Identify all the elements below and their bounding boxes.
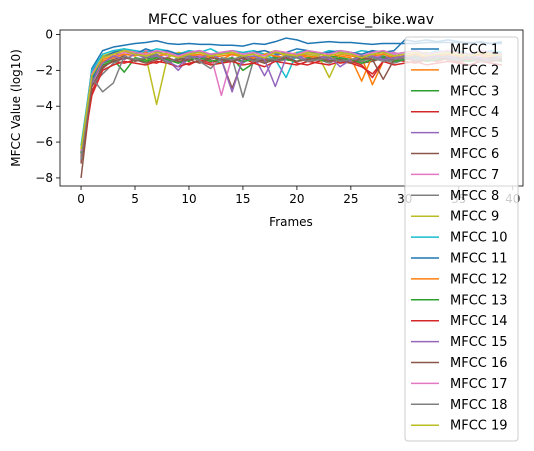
y-tick-label: 0 (45, 27, 53, 41)
legend-label: MFCC 12 (450, 272, 508, 287)
y-axis-ticks: 0 −2 −4 −6 −8 (35, 27, 60, 185)
legend-label: MFCC 2 (450, 63, 499, 78)
legend-label: MFCC 17 (450, 377, 508, 392)
legend-label: MFCC 1 (450, 43, 499, 58)
axes-frame (59, 29, 524, 187)
legend-items: MFCC 1 MFCC 2 MFCC 3 MFCC 4 MFCC 5 MFCC 6 MFCC… (411, 43, 508, 434)
legend-label: MFCC 10 (450, 231, 508, 246)
x-tick-label: 10 (181, 192, 196, 206)
x-axis-label: Frames (269, 215, 313, 229)
x-tick-label: 15 (235, 192, 250, 206)
y-tick-label: −8 (35, 171, 53, 185)
legend-label: MFCC 6 (450, 147, 499, 162)
chart-title: MFCC values for other exercise_bike.wav (148, 12, 434, 28)
legend-label: MFCC 18 (450, 398, 508, 413)
legend-label: MFCC 19 (450, 419, 508, 434)
legend-label: MFCC 9 (450, 210, 499, 225)
x-tick-label: 25 (343, 192, 358, 206)
y-tick-label: −6 (35, 135, 53, 149)
legend-label: MFCC 3 (450, 84, 499, 99)
legend-label: MFCC 8 (450, 189, 499, 204)
y-tick-label: −2 (35, 63, 53, 77)
legend-label: MFCC 4 (450, 105, 499, 120)
legend-label: MFCC 15 (450, 335, 508, 350)
legend-label: MFCC 14 (450, 314, 508, 329)
legend-label: MFCC 16 (450, 356, 508, 371)
legend: MFCC 1 MFCC 2 MFCC 3 MFCC 4 MFCC 5 MFCC 6 MFCC… (404, 36, 519, 442)
legend-label: MFCC 5 (450, 126, 499, 141)
legend-label: MFCC 7 (450, 168, 499, 183)
y-tick-label: −4 (35, 99, 53, 113)
legend-label: MFCC 11 (450, 252, 508, 267)
x-tick-label: 5 (131, 192, 139, 206)
legend-label: MFCC 13 (450, 293, 508, 308)
x-tick-label: 0 (77, 192, 85, 206)
y-axis-label: MFCC Value (log10) (9, 49, 23, 167)
x-tick-label: 20 (289, 192, 304, 206)
legend-box (404, 36, 519, 442)
